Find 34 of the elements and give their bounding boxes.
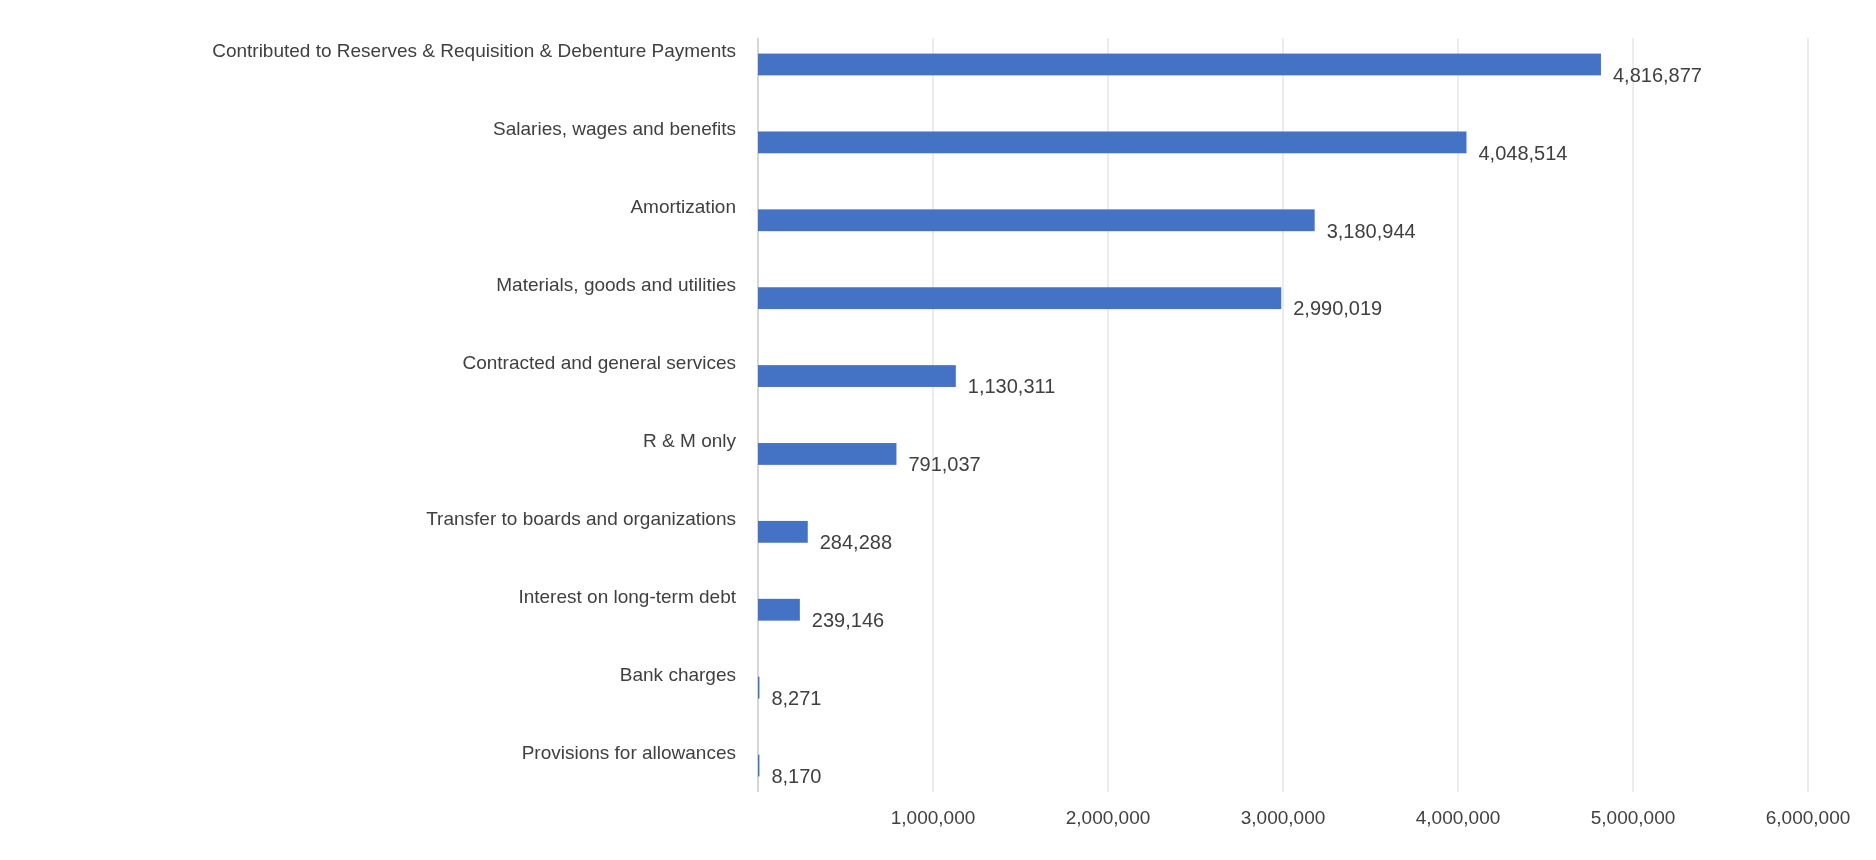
- x-tick-label: 1,000,000: [890, 807, 976, 828]
- bar: [758, 443, 897, 465]
- data-label: 3,180,944: [1326, 219, 1416, 242]
- bar: [758, 209, 1315, 232]
- data-label: 1,130,311: [967, 375, 1056, 398]
- y-tick-label: Salaries, wages and benefits: [493, 118, 736, 140]
- y-tick-label: Interest on long-term debt: [518, 585, 737, 607]
- data-label: 8,271: [771, 686, 822, 709]
- bar: [758, 520, 808, 543]
- x-tick-label: 2,000,000: [1065, 807, 1151, 828]
- data-label: 2,990,019: [1293, 297, 1383, 320]
- data-label: 239,146: [811, 609, 885, 632]
- x-tick-label: 5,000,000: [1590, 807, 1676, 828]
- y-tick-label: Bank charges: [619, 663, 736, 685]
- data-label: 791,037: [908, 453, 981, 476]
- data-label: 4,048,514: [1478, 141, 1568, 164]
- y-tick-label: Transfer to boards and organizations: [426, 507, 736, 529]
- y-tick-label: Amortization: [630, 196, 736, 218]
- data-label: 8,170: [771, 764, 822, 787]
- y-tick-label: Provisions for allowances: [521, 741, 736, 763]
- bar: [758, 598, 800, 621]
- y-tick-label: Contracted and general services: [462, 352, 736, 374]
- x-tick-label: 6,000,000: [1765, 807, 1851, 828]
- data-label: 284,288: [819, 531, 893, 554]
- y-tick-label: R & M only: [643, 429, 737, 451]
- bar: [758, 131, 1467, 154]
- bar: [758, 365, 956, 387]
- bar: [758, 287, 1282, 310]
- data-label: 4,816,877: [1612, 63, 1702, 86]
- x-tick-label: 3,000,000: [1240, 807, 1326, 828]
- x-tick-label: 4,000,000: [1415, 807, 1501, 828]
- y-tick-label: Materials, goods and utilities: [496, 274, 736, 296]
- bar: [758, 53, 1601, 76]
- y-tick-label: Contributed to Reserves & Requisition & Debenture Payments: [212, 40, 736, 62]
